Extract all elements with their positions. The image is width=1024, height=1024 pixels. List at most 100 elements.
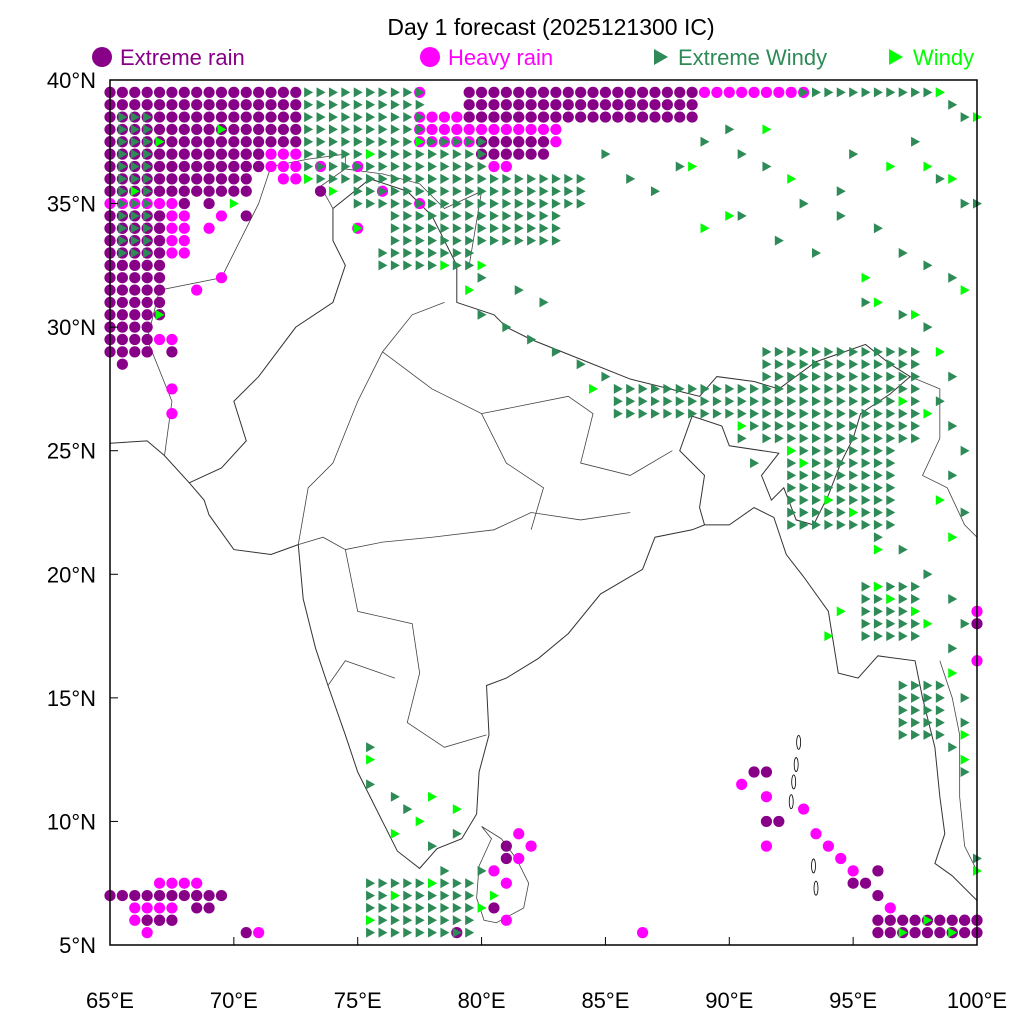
windy-marker: [849, 507, 859, 518]
extreme-windy-marker: [824, 421, 834, 431]
heavy-rain-marker: [166, 408, 178, 420]
heavy-rain-marker: [500, 877, 512, 889]
extreme-rain-marker: [488, 148, 500, 160]
windy-marker: [873, 297, 883, 308]
extreme-rain-marker: [587, 111, 599, 123]
extreme-windy-marker: [923, 692, 933, 703]
extreme-windy-marker: [799, 408, 809, 419]
boundary-line: [189, 178, 911, 526]
extreme-windy-marker: [886, 519, 896, 530]
extreme-rain-marker: [191, 99, 203, 111]
extreme-windy-marker: [911, 359, 921, 370]
extreme-rain-marker: [909, 927, 921, 939]
extreme-rain-marker: [847, 877, 859, 889]
extreme-rain-marker: [215, 99, 228, 111]
extreme-rain-marker: [166, 86, 178, 98]
extreme-windy-marker: [923, 87, 933, 98]
extreme-windy-marker: [799, 495, 809, 506]
windy-marker: [935, 87, 945, 98]
extreme-windy-marker: [948, 99, 958, 110]
extreme-windy-marker: [539, 210, 549, 221]
extreme-rain-marker: [228, 111, 240, 123]
extreme-windy-marker: [811, 371, 821, 382]
extreme-windy-marker: [911, 729, 921, 740]
extreme-windy-marker: [304, 99, 314, 110]
x-tick-label: 90°E: [705, 988, 753, 1013]
extreme-windy-marker: [762, 346, 772, 357]
extreme-rain-marker: [166, 914, 178, 926]
heavy-rain-marker: [810, 828, 822, 840]
heavy-rain-marker: [153, 902, 166, 914]
extreme-rain-marker: [562, 99, 574, 111]
extreme-windy-marker: [626, 408, 636, 419]
extreme-windy-marker: [527, 186, 537, 197]
extreme-windy-marker: [849, 396, 859, 407]
extreme-windy-marker: [923, 729, 933, 740]
windy-marker: [787, 173, 797, 184]
extreme-windy-marker: [799, 470, 809, 481]
legend: Extreme rain Heavy rain Extreme Windy Windy: [92, 45, 974, 70]
extreme-windy-marker: [873, 606, 883, 617]
extreme-rain-marker: [575, 99, 587, 111]
island-outline: [796, 734, 802, 750]
extreme-windy-marker: [886, 433, 896, 444]
extreme-windy-marker: [898, 680, 908, 691]
extreme-windy-marker: [390, 198, 400, 209]
extreme-rain-marker: [191, 173, 203, 185]
extreme-windy-marker: [861, 359, 871, 370]
windy-marker: [130, 186, 140, 197]
extreme-windy-marker: [948, 594, 958, 604]
extreme-rain-marker: [153, 160, 166, 173]
extreme-windy-marker: [799, 371, 809, 382]
extreme-windy-marker: [873, 359, 883, 370]
extreme-windy-marker: [477, 223, 487, 234]
heavy-rain-marker: [537, 123, 550, 136]
extreme-windy-marker: [911, 581, 921, 592]
extreme-windy-marker: [700, 396, 710, 407]
windy-marker: [428, 878, 438, 889]
boundary-line: [320, 168, 483, 266]
extreme-rain-marker: [959, 914, 971, 926]
extreme-windy-marker: [440, 235, 450, 246]
extreme-windy-marker: [836, 482, 846, 493]
extreme-windy-marker: [304, 112, 314, 123]
extreme-windy-marker: [898, 248, 908, 258]
extreme-windy-marker: [415, 198, 425, 209]
extreme-windy-marker: [390, 235, 400, 246]
windy-marker: [935, 346, 945, 357]
extreme-windy-marker: [911, 717, 921, 728]
extreme-windy-marker: [477, 198, 487, 209]
extreme-rain-marker: [240, 927, 252, 939]
extreme-rain-marker: [153, 284, 166, 296]
extreme-rain-marker: [228, 160, 240, 173]
windy-marker: [217, 124, 227, 135]
extreme-windy-marker: [898, 309, 908, 320]
heavy-rain-marker: [760, 86, 773, 98]
extreme-rain-marker: [537, 99, 550, 111]
extreme-rain-marker: [166, 889, 178, 902]
extreme-rain-marker: [178, 160, 190, 173]
extreme-rain-marker: [463, 86, 475, 98]
heavy-rain-marker: [166, 902, 178, 914]
extreme-windy-marker: [811, 458, 821, 469]
extreme-windy-marker: [440, 915, 450, 926]
extreme-rain-marker: [153, 247, 166, 259]
extreme-windy-marker: [366, 124, 376, 135]
heavy-rain-marker: [488, 160, 500, 173]
extreme-rain-marker: [661, 111, 673, 123]
heavy-rain-marker: [178, 235, 190, 247]
extreme-rain-marker: [215, 160, 228, 173]
extreme-rain-marker: [116, 99, 128, 111]
extreme-windy-marker: [118, 210, 128, 221]
extreme-windy-marker: [861, 297, 871, 308]
extreme-rain-marker: [228, 185, 240, 197]
extreme-rain-marker: [153, 272, 166, 284]
extreme-windy-marker: [130, 210, 140, 221]
extreme-windy-marker: [861, 631, 871, 642]
extreme-rain-marker: [203, 889, 215, 902]
extreme-windy-marker: [911, 618, 921, 629]
extreme-windy-marker: [824, 383, 834, 394]
extreme-windy-marker: [787, 433, 797, 444]
extreme-windy-marker: [440, 878, 450, 889]
extreme-rain-marker: [129, 333, 141, 346]
